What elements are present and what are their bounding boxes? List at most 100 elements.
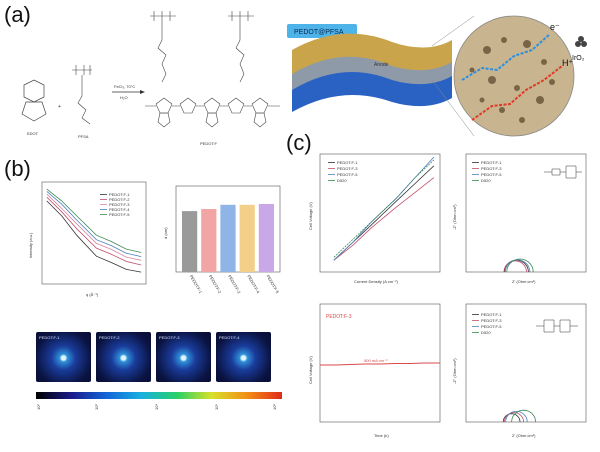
legend-entry: PEDOT:F-1 bbox=[109, 192, 130, 197]
saxs-image-label-2: PEDOT:F-2 bbox=[99, 335, 120, 340]
iv-y-axis-label: Cell Voltage (V) bbox=[308, 202, 313, 230]
bar-mark bbox=[258, 204, 274, 272]
legend-entry: PEDOT:F-5 bbox=[481, 172, 502, 177]
saxs-legend: PEDOT:F-1PEDOT:F-2PEDOT:F-3PEDOT:F-4PEDO… bbox=[100, 192, 130, 217]
colorbar-ticks: 10² 10³ 10⁴ 10⁵ 10⁶ bbox=[36, 404, 277, 410]
eis-series-line bbox=[502, 413, 521, 422]
proton-label: H⁺ bbox=[562, 58, 573, 68]
legend-entry: PEDOT:F-3 bbox=[481, 166, 502, 171]
bar-mark bbox=[201, 209, 217, 272]
legend-entry: PEDOT:F-1 bbox=[481, 312, 502, 317]
saxs-image-label-4: PEDOT:F-4 bbox=[219, 335, 240, 340]
bar-x-tick-label: PEDOT:F-2 bbox=[208, 274, 223, 295]
iv-series-group bbox=[333, 156, 435, 261]
pedot-f-label: PEDOT:F bbox=[200, 141, 217, 146]
eis-series-line bbox=[506, 258, 534, 273]
edot-label: EDOT bbox=[27, 131, 39, 136]
iv-x-axis-label: Current Density (A cm⁻²) bbox=[354, 279, 399, 284]
electron-label: e⁻ bbox=[550, 22, 560, 32]
saxs-y-axis-label: Intensity (a.u.) bbox=[28, 232, 33, 258]
saxs-image-label-3: PEDOT:F-3 bbox=[159, 335, 180, 340]
saxs-image-1: PEDOT:F-1 bbox=[36, 332, 91, 382]
stability-y-axis-label: Cell Voltage (V) bbox=[308, 356, 313, 384]
iv-series-line bbox=[333, 159, 435, 258]
saxs-series-group bbox=[46, 188, 142, 273]
stability-series-line bbox=[320, 362, 440, 366]
stability-annotation: 500 mA cm⁻² bbox=[364, 358, 388, 363]
legend-entry: PEDOT:F-2 bbox=[109, 197, 130, 202]
saxs-image-3: PEDOT:F-3 bbox=[156, 332, 211, 382]
legend-entry: PEDOT:F-4 bbox=[109, 207, 130, 212]
edot-structure bbox=[21, 79, 47, 122]
eis-series-line bbox=[505, 259, 531, 272]
colorbar bbox=[36, 392, 282, 399]
eis-series-line bbox=[511, 409, 536, 423]
bar-x-tick-label: PEDOT:F-1 bbox=[189, 274, 204, 295]
panel-label-c: (c) bbox=[286, 130, 312, 155]
eis-x-axis-label: Z' (Ohm cm²) bbox=[512, 279, 536, 284]
eis-series-line bbox=[503, 260, 527, 273]
legend-entry: PEDOT:F-5 bbox=[109, 212, 130, 217]
plus-sign: + bbox=[58, 104, 61, 110]
colorbar-tick-3: 10⁴ bbox=[154, 404, 159, 410]
eis-series-line bbox=[505, 411, 528, 423]
legend-entry: PEDOT:F-1 bbox=[337, 160, 358, 165]
membrane-layer-gray bbox=[292, 50, 452, 90]
legend-entry: PEDOT:F-3 bbox=[481, 318, 502, 323]
saxs-profile-chart: PEDOT:F-1PEDOT:F-2PEDOT:F-3PEDOT:F-4PEDO… bbox=[28, 181, 147, 297]
anode-label: Anode bbox=[374, 62, 389, 68]
saxs-image-2: PEDOT:F-2 bbox=[96, 332, 151, 382]
zoom-line-bottom bbox=[431, 79, 475, 137]
bar-mark bbox=[239, 204, 255, 272]
eis-series-line bbox=[504, 412, 524, 423]
legend-entry: PEDOT:F-1 bbox=[481, 160, 502, 165]
eis-series-group bbox=[503, 258, 534, 273]
colorbar-tick-2: 10³ bbox=[94, 404, 99, 410]
iv-series-line bbox=[333, 177, 435, 261]
saxs-x-axis-label: q (Å⁻¹) bbox=[86, 292, 99, 297]
eis2-series-group bbox=[502, 409, 536, 423]
legend-entry: PEDOT:F-3 bbox=[109, 202, 130, 207]
saxs-series-line bbox=[46, 196, 142, 266]
electron-path bbox=[461, 33, 551, 81]
eis2-x-axis-label: Z' (Ohm cm²) bbox=[512, 433, 536, 438]
bar-mark bbox=[220, 204, 236, 272]
zoom-circle bbox=[453, 15, 575, 137]
membrane-layer-anode bbox=[292, 33, 452, 74]
pedot-f-structure bbox=[145, 11, 280, 128]
legend-entry: D520 bbox=[481, 178, 491, 183]
membrane-layer-blue bbox=[292, 62, 452, 112]
iro2-label: IrO₂ bbox=[572, 55, 585, 62]
bar-mark bbox=[182, 211, 198, 272]
iro2-icon bbox=[575, 36, 587, 47]
saxs-series-line bbox=[46, 200, 142, 273]
legend-entry: PEDOT:F-5 bbox=[481, 324, 502, 329]
banner-label: PEDOT@PFSA bbox=[294, 29, 344, 36]
pfsa-structure bbox=[72, 65, 92, 125]
saxs-image-label-1: PEDOT:F-1 bbox=[39, 335, 60, 340]
particle-texture bbox=[469, 37, 555, 123]
bar-y-axis-label: d (nm) bbox=[163, 227, 168, 239]
stability-legend: PEDOT:F-3 bbox=[326, 314, 352, 320]
eis2-plot-frame bbox=[465, 303, 587, 423]
colorbar-tick-5: 10⁶ bbox=[272, 404, 277, 410]
iv-plot-frame bbox=[319, 153, 441, 273]
bar-x-tick-label: PEDOT:F-5 bbox=[266, 274, 281, 295]
reaction-arrowhead bbox=[140, 90, 145, 94]
eis2-y-axis-label: -Z'' (Ohm cm²) bbox=[452, 358, 457, 384]
panel-label-b: (b) bbox=[4, 156, 31, 181]
legend-entry: PEDOT:F-5 bbox=[337, 172, 358, 177]
stability-series-group bbox=[320, 362, 440, 366]
synthesis-scheme: EDOT + PFSA FeCl₃, 70°C H₂O PEDOT:F bbox=[21, 11, 280, 146]
membrane-schematic: PEDOT@PFSA Anode e⁻ H⁺ IrO₂ bbox=[287, 15, 587, 137]
bar-series-group bbox=[182, 204, 274, 272]
condition-label-2: H₂O bbox=[120, 95, 128, 100]
bar-x-tick-label: PEDOT:F-4 bbox=[246, 274, 261, 295]
zoom-line-top bbox=[431, 15, 475, 47]
proton-path bbox=[471, 65, 563, 121]
